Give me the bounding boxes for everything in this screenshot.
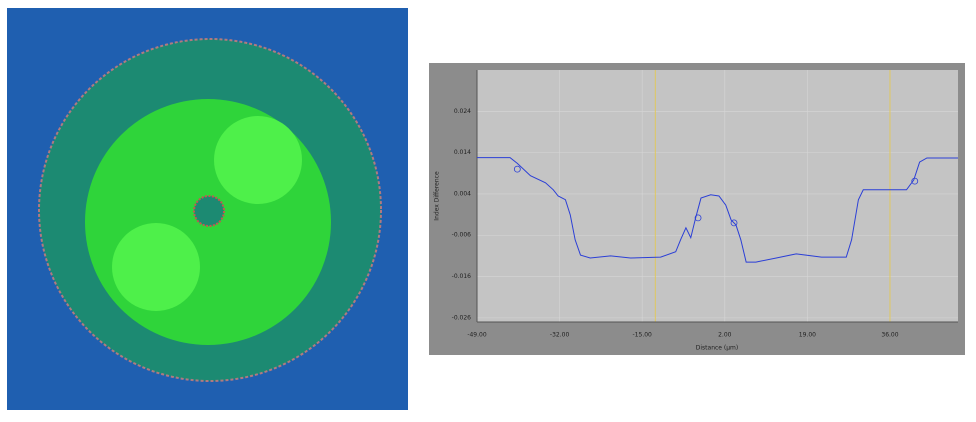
x-tick-label: -49.00: [467, 332, 487, 339]
y-tick-label: 0.004: [454, 190, 471, 197]
cursor-point: [911, 177, 919, 185]
fiber-image: [7, 8, 408, 410]
x-tick-label: 36.00: [881, 332, 898, 339]
cursor-point: [694, 214, 702, 222]
profile-line: [477, 157, 958, 263]
y-tick-label: -0.006: [452, 232, 472, 239]
cursor-point: [730, 219, 738, 227]
x-tick-label: 2.00: [718, 332, 732, 339]
y-tick-label: 0.014: [454, 149, 471, 156]
y-tick-label: -0.026: [452, 314, 472, 321]
cursor-point: [513, 165, 521, 173]
y-axis-label: Index Difference: [434, 171, 441, 221]
x-tick-label: -32.00: [550, 332, 570, 339]
core: [193, 195, 225, 227]
y-tick-label: -0.016: [452, 273, 472, 280]
stress-rod: [214, 116, 302, 204]
y-tick-label: 0.024: [454, 108, 471, 115]
x-tick-label: -15.00: [633, 332, 653, 339]
stress-rod: [112, 223, 200, 311]
x-axis-label: Distance (µm): [696, 345, 739, 352]
x-tick-label: 19.00: [799, 332, 816, 339]
